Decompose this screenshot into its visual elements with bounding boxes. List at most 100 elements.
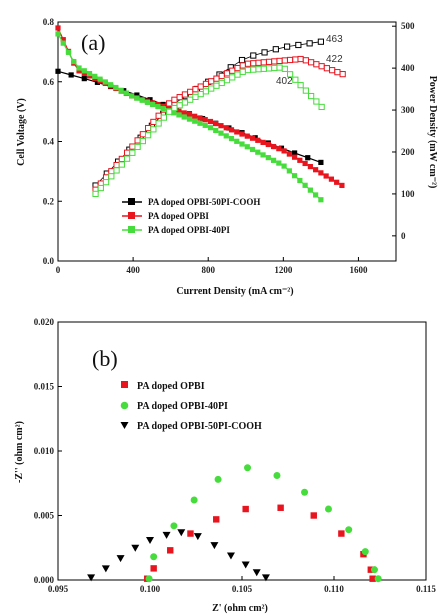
power-point	[229, 67, 236, 74]
power-point	[150, 126, 157, 133]
power-point	[166, 100, 173, 107]
x-tick-a: 800	[201, 265, 215, 275]
power-point	[255, 66, 262, 73]
power-point	[145, 132, 152, 139]
voltage-point	[334, 179, 340, 185]
nyquist-point	[244, 464, 252, 472]
voltage-point	[213, 120, 219, 127]
power-point	[339, 71, 346, 78]
voltage-point	[207, 125, 214, 131]
power-point	[139, 131, 146, 138]
power-point	[181, 91, 189, 98]
y-tick-a: 0.2	[43, 196, 55, 206]
voltage-point	[186, 112, 193, 118]
peak-annotation: 463	[326, 34, 343, 45]
voltage-point	[292, 154, 298, 160]
legend-label: PA doped OPBI	[137, 381, 205, 392]
power-point	[213, 82, 220, 89]
x-ticks-a: 0 400 800 1200 1600	[56, 265, 368, 275]
power-point	[244, 60, 252, 67]
power-point	[155, 120, 162, 127]
nyquist-point	[177, 529, 186, 537]
voltage-point	[265, 141, 271, 148]
legend-label: PA doped OPBI-40PI	[148, 225, 230, 235]
voltage-point	[297, 177, 303, 184]
panel-a: (a) Current Density (mA cm⁻²) Cell Volta…	[16, 17, 438, 297]
voltage-point	[313, 167, 319, 173]
nyquist-point	[242, 505, 249, 513]
power-point	[223, 77, 231, 84]
voltage-point	[107, 82, 114, 88]
y-tick-a: 0.4	[43, 137, 55, 147]
voltage-point	[186, 116, 193, 122]
power-point	[134, 143, 141, 151]
power-point	[313, 61, 320, 68]
y-tick-a: 0.0	[43, 256, 55, 266]
nyquist-point	[345, 526, 353, 534]
nyquist-point	[324, 505, 332, 513]
power-point	[197, 83, 204, 90]
voltage-point	[218, 130, 224, 136]
power-point	[134, 137, 141, 144]
x-tick-b: 0.095	[48, 584, 69, 594]
nyquist-point	[370, 566, 378, 574]
voltage-point	[244, 144, 250, 150]
nyquist-point	[210, 542, 219, 550]
power-point	[113, 161, 120, 169]
voltage-point	[97, 76, 103, 82]
voltage-point	[192, 113, 198, 119]
power-point	[286, 71, 294, 78]
voltage-point	[265, 155, 271, 161]
power-point	[192, 86, 199, 93]
x-tick-a: 1200	[274, 265, 293, 275]
voltage-point	[270, 157, 277, 163]
voltage-point	[328, 176, 335, 182]
power-point	[306, 40, 313, 47]
power-point	[155, 112, 162, 119]
nyquist-point	[146, 537, 154, 545]
voltage-point	[176, 108, 182, 114]
voltage-point	[252, 135, 258, 141]
nyquist-point	[145, 575, 153, 583]
voltage-point	[92, 73, 98, 79]
nyquist-point	[226, 552, 235, 560]
y-ticks-b: 0.000 0.005 0.010 0.015 0.020	[34, 317, 55, 585]
legend-marker	[120, 401, 129, 410]
panel-b: (b) Z' (ohm cm²) -Z'' (ohm cm²) 0.095 0.…	[14, 317, 436, 614]
voltage-point	[102, 79, 108, 85]
nyquist-point	[367, 566, 374, 573]
nyquist-point	[87, 574, 96, 582]
y-tick-b: 0.015	[34, 382, 55, 392]
nyquist-point	[167, 547, 174, 554]
voltage-point	[94, 79, 101, 85]
y-axis-label-b: -Z'' (ohm cm²)	[14, 421, 25, 483]
voltage-point	[281, 148, 287, 154]
y-tick-b: 0.005	[34, 511, 55, 521]
voltage-point	[134, 95, 140, 101]
legend-marker	[121, 381, 128, 388]
power-point	[208, 85, 215, 92]
x-axis-label-a: Current Density (mA cm⁻²)	[176, 286, 293, 297]
voltage-point	[292, 173, 298, 179]
voltage-point	[234, 129, 240, 135]
data-marks-b	[57, 321, 427, 583]
power-point	[283, 43, 291, 50]
power-point	[181, 99, 189, 106]
legend-label: PA doped OPBI-50PI-COOH	[148, 197, 260, 207]
voltage-point	[134, 92, 140, 98]
power-point	[102, 179, 110, 186]
power-point	[234, 64, 241, 72]
panel-label-b: (b)	[92, 346, 118, 371]
power-point	[276, 64, 283, 71]
power-point	[292, 76, 299, 83]
power-point	[187, 96, 194, 103]
x-tick-b: 0.105	[232, 584, 253, 594]
voltage-point	[244, 133, 250, 139]
voltage-point	[176, 112, 182, 118]
voltage-point	[207, 118, 214, 125]
power-point	[223, 70, 231, 77]
y2-tick-a: 300	[401, 105, 415, 115]
power-point	[244, 66, 252, 74]
voltage-point	[81, 68, 87, 74]
voltage-point	[118, 87, 124, 93]
